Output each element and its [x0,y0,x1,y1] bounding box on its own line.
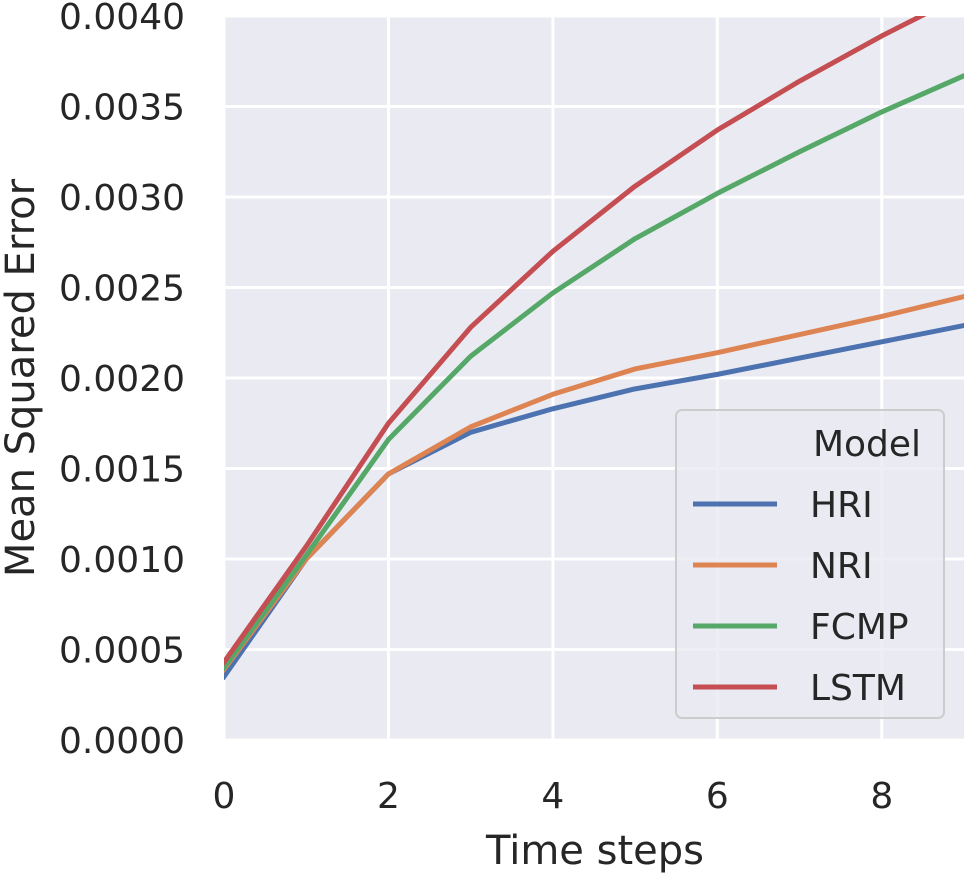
x-tick-label: 2 [377,776,400,817]
legend: Model HRI NRI FCMP LSTM [675,409,945,719]
x-tick-label: 0 [213,776,236,817]
y-tick-label: 0.0020 [59,359,185,400]
y-tick-label: 0.0000 [59,721,185,762]
y-tick-label: 0.0025 [59,269,185,310]
series-line-lstm [224,16,927,666]
y-axis-label: Mean Squared Error [0,178,44,577]
y-tick-label: 0.0010 [59,540,185,581]
y-axis-ticks: 0.0000 0.0005 0.0010 0.0015 0.0020 0.0025 0.00… [59,0,185,762]
legend-title: Model [813,424,921,465]
series-line-fcmp [224,72,964,672]
grid-lines [222,14,964,742]
y-tick-label: 0.0035 [59,88,185,129]
y-tick-label: 0.0015 [59,450,185,491]
legend-box [675,409,945,719]
x-axis-ticks: 0 2 4 6 8 [213,776,894,817]
legend-label-fcmp: FCMP [810,607,909,648]
y-tick-label: 0.0040 [59,0,185,38]
x-tick-label: 6 [706,776,729,817]
legend-label-hri: HRI [810,485,873,526]
y-tick-label: 0.0005 [59,631,185,672]
x-tick-label: 4 [541,776,564,817]
series-line-nri [224,293,964,673]
series-lines [224,16,964,681]
legend-label-nri: NRI [810,546,873,587]
legend-label-lstm: LSTM [810,668,906,709]
x-axis-label: Time steps [485,828,704,873]
x-tick-label: 8 [870,776,893,817]
y-tick-label: 0.0030 [59,178,185,219]
